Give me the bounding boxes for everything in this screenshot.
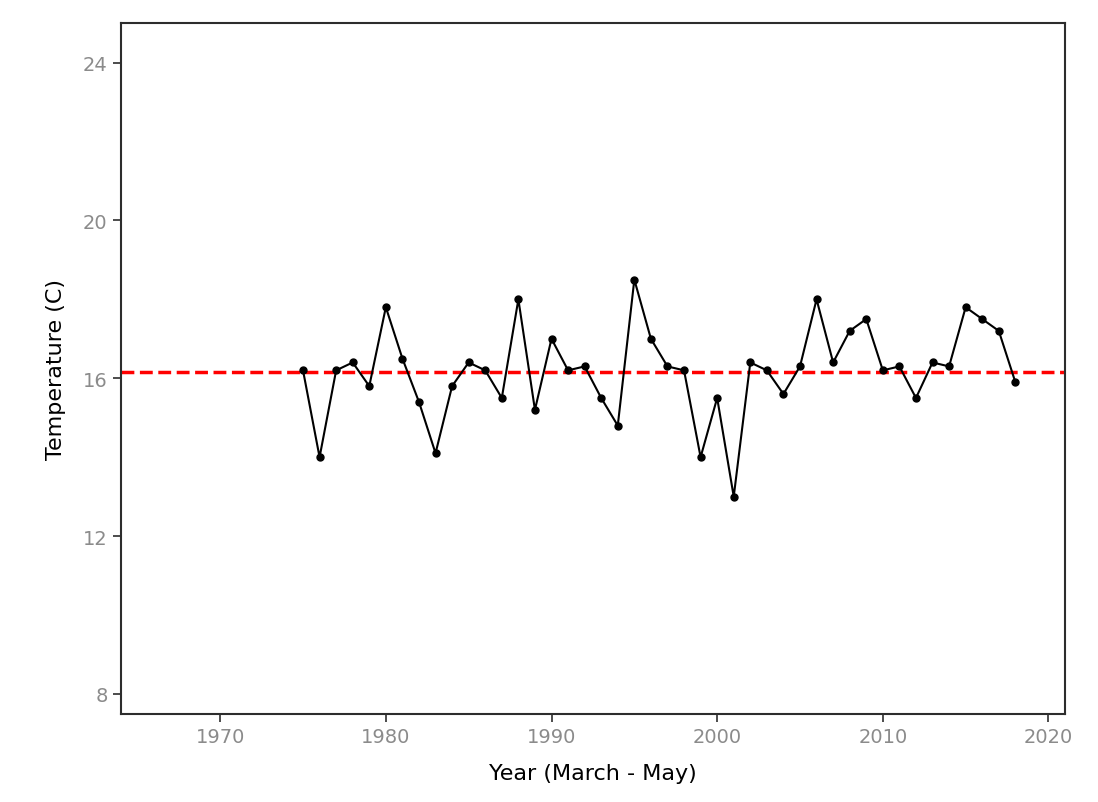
X-axis label: Year (March - May): Year (March - May) — [489, 763, 697, 783]
Y-axis label: Temperature (C): Temperature (C) — [46, 278, 66, 460]
